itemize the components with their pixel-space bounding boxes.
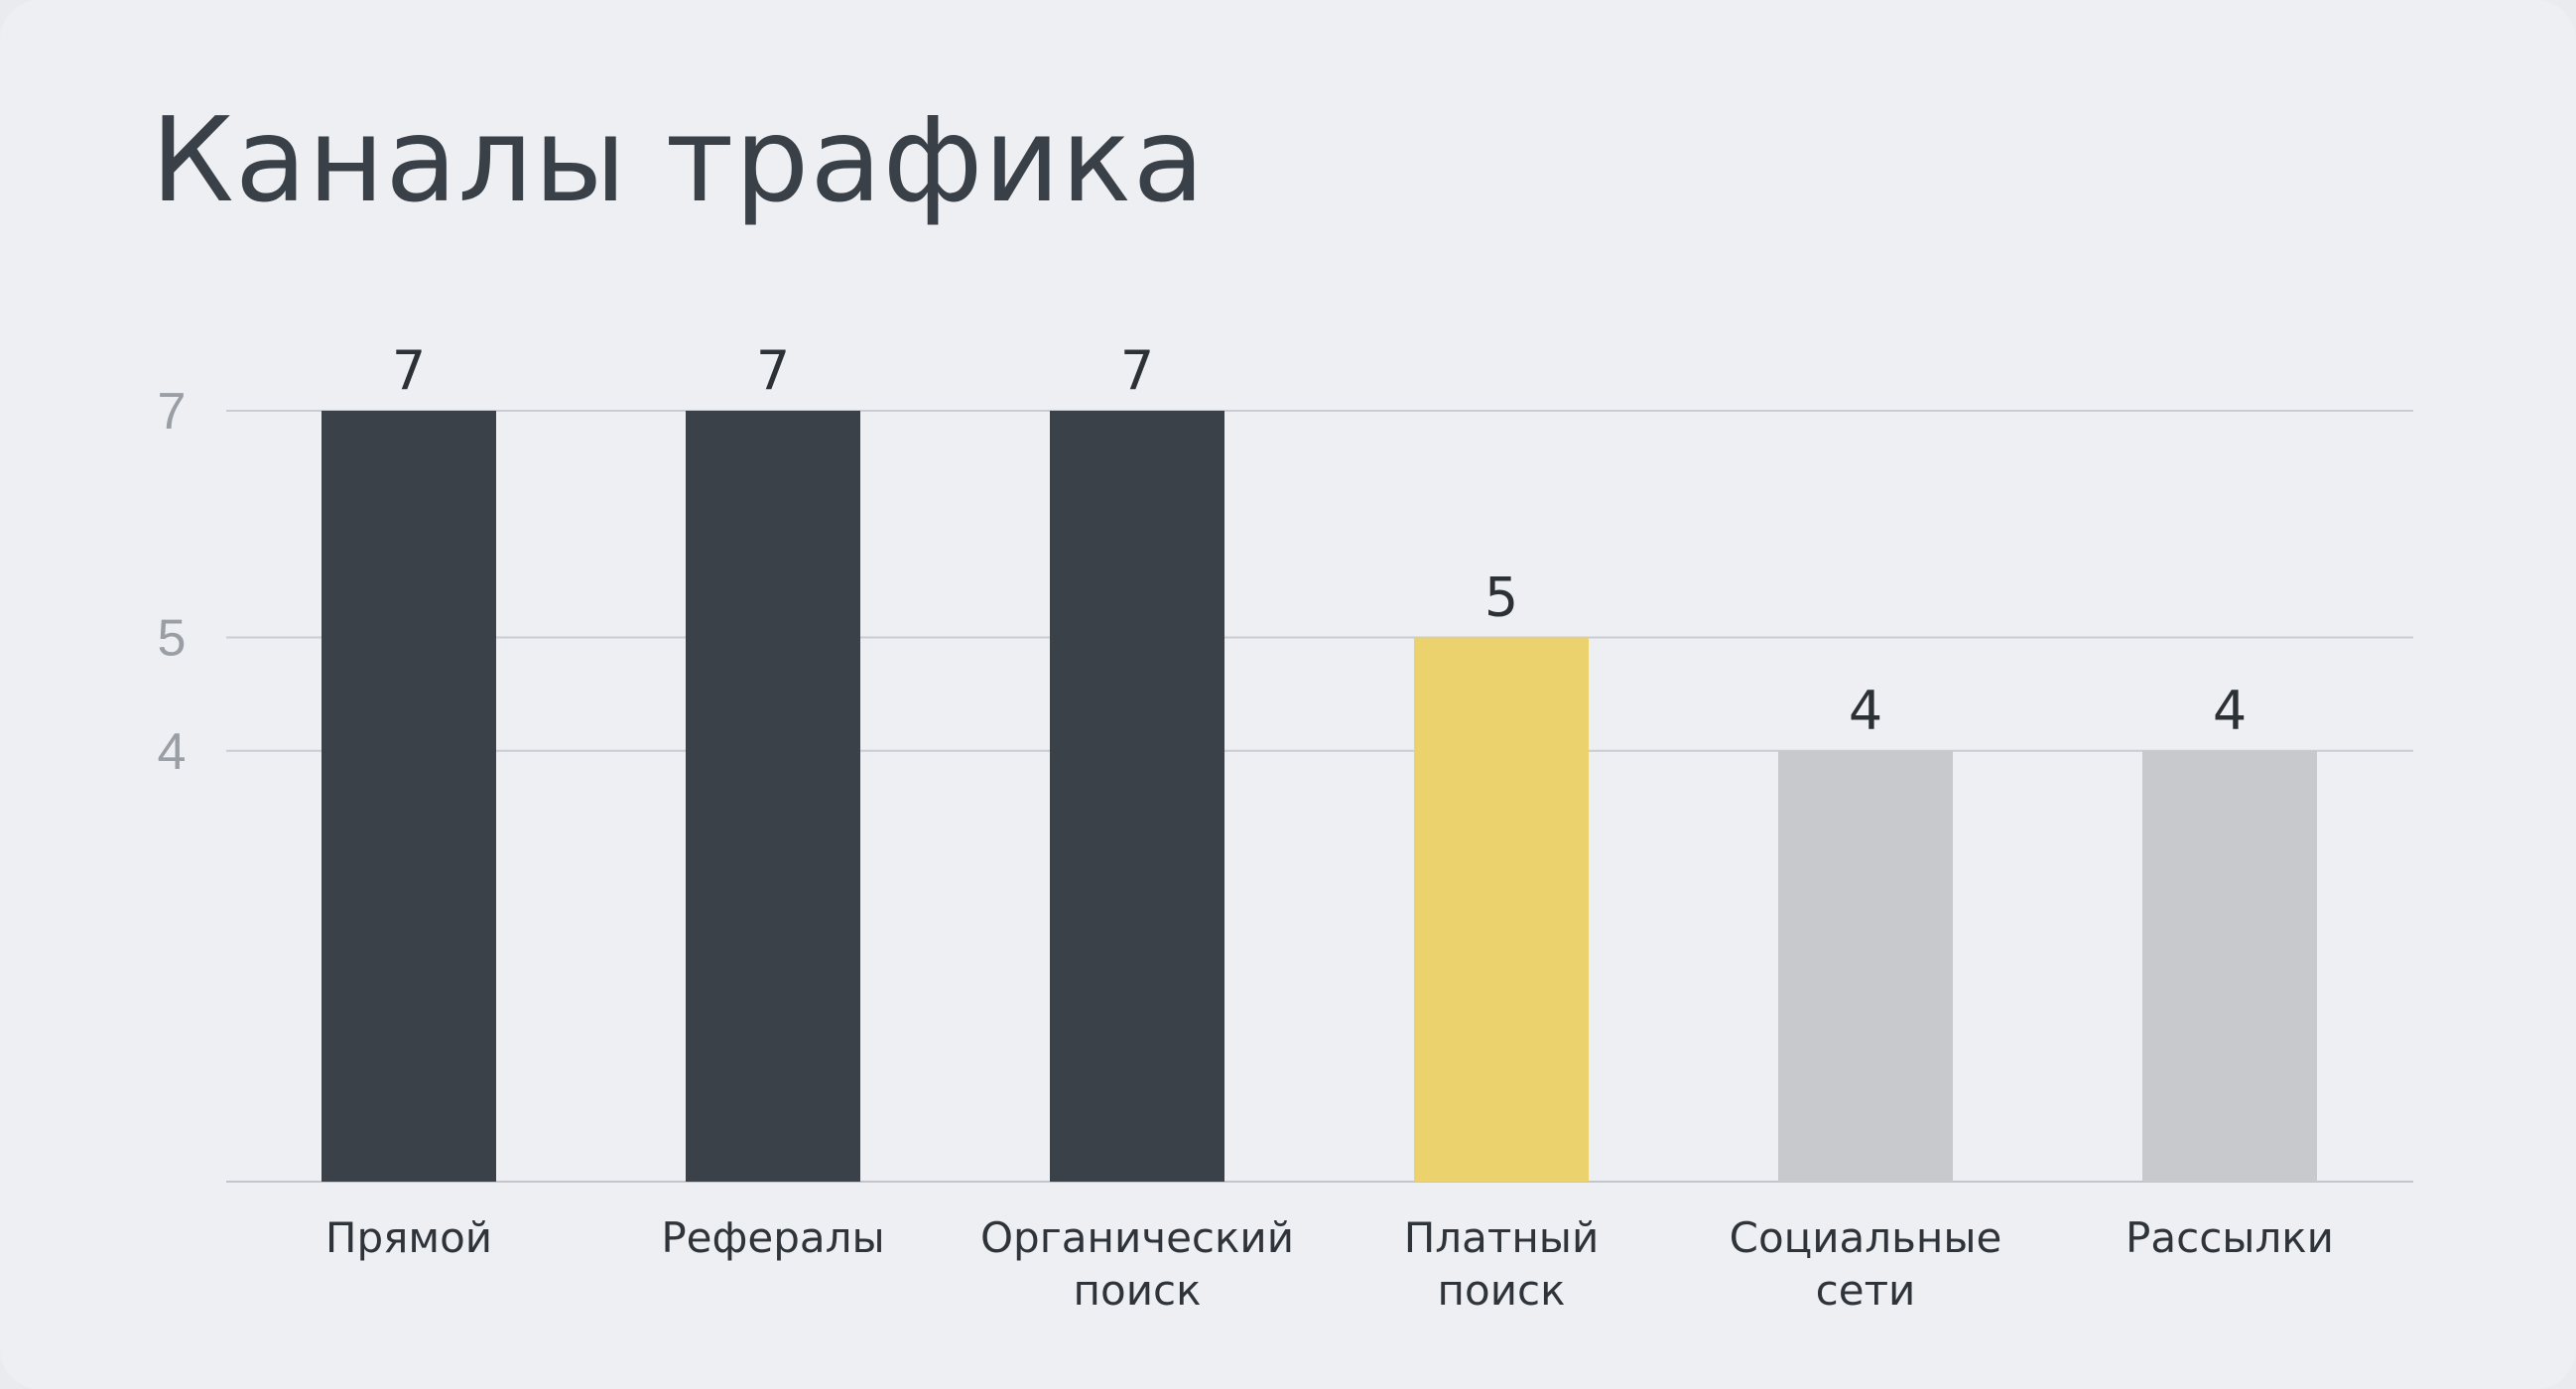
- y-tick-label: 4: [158, 723, 187, 781]
- data-label: 7: [1120, 339, 1154, 402]
- x-tick-label: поиск: [1074, 1266, 1202, 1315]
- data-label: 7: [392, 339, 426, 402]
- bar: [686, 411, 860, 1182]
- x-tick-label: сети: [1816, 1266, 1916, 1315]
- bar-layer: [322, 411, 2317, 1182]
- bar: [1050, 411, 1224, 1182]
- bar: [2142, 750, 2317, 1182]
- x-tick-label: Рефералы: [661, 1213, 884, 1262]
- label-layer: 7Прямой7Рефералы7Органическийпоиск5Платн…: [325, 339, 2334, 1315]
- data-label: 7: [756, 339, 790, 402]
- y-tick-label: 5: [158, 610, 187, 668]
- data-label: 5: [1484, 567, 1518, 629]
- chart-title: Каналы трафика: [151, 91, 1206, 228]
- grid-layer: 4 5 7: [158, 383, 2413, 1183]
- x-tick-label: Прямой: [325, 1213, 492, 1262]
- x-tick-label: Платный: [1404, 1213, 1600, 1262]
- x-tick-label: Социальные: [1730, 1213, 2002, 1262]
- x-tick-label: Рассылки: [2125, 1213, 2334, 1262]
- data-label: 4: [1849, 680, 1882, 742]
- bar: [1414, 637, 1589, 1182]
- x-tick-label: Органический: [980, 1213, 1294, 1262]
- data-label: 4: [2213, 680, 2247, 742]
- y-tick-label: 7: [158, 383, 187, 441]
- bar: [322, 411, 496, 1182]
- x-tick-label: поиск: [1438, 1266, 1566, 1315]
- bar: [1778, 750, 1953, 1182]
